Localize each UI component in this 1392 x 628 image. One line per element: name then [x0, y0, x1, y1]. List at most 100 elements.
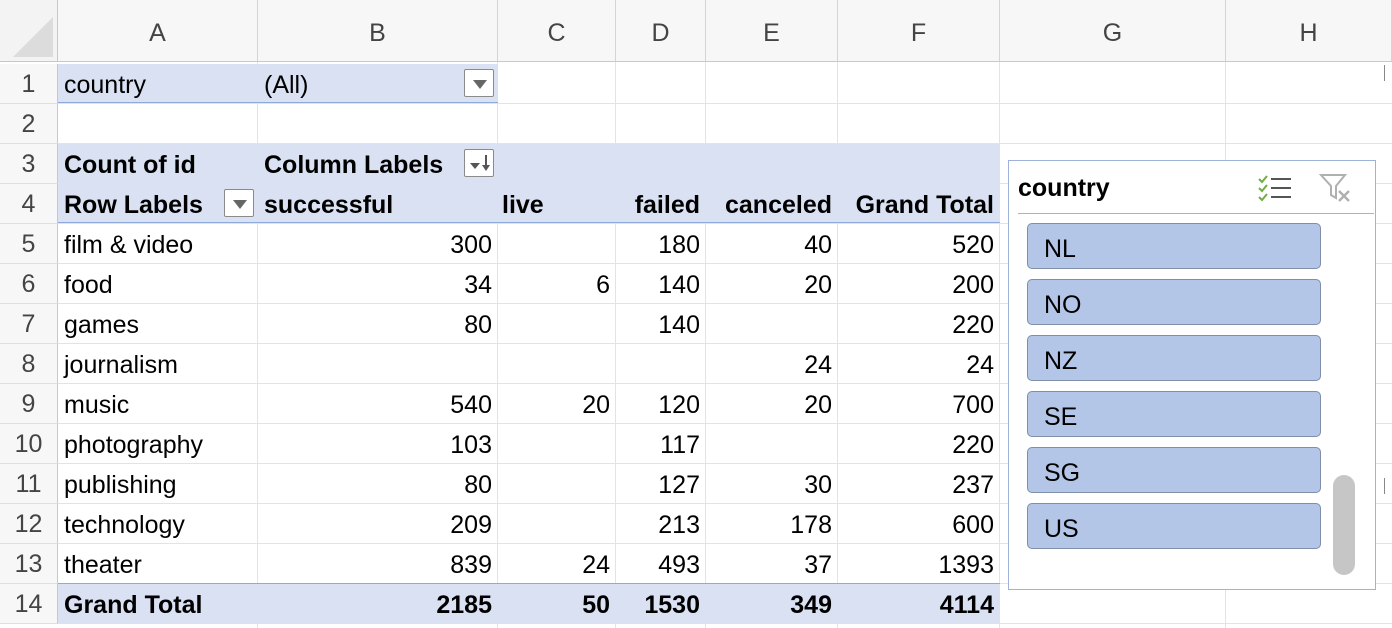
grand-total-live[interactable]: 50 [582, 591, 610, 619]
pivot-value-cell[interactable]: 103 [450, 431, 492, 459]
row-header-3[interactable]: 3 [0, 144, 58, 184]
pivot-row-label[interactable]: games [64, 311, 140, 339]
pivot-value-cell[interactable]: 520 [952, 231, 994, 259]
pivot-row-label[interactable]: photography [64, 431, 204, 459]
select-all-corner[interactable] [0, 0, 58, 62]
slicer-item[interactable]: NL [1027, 223, 1321, 269]
pivot-value-cell[interactable]: 37 [804, 551, 832, 579]
row-header-9[interactable]: 9 [0, 384, 58, 424]
pivot-value-cell[interactable]: 117 [660, 431, 700, 459]
pivot-value-cell[interactable]: 180 [658, 231, 700, 259]
report-filter-value[interactable]: (All) [264, 71, 309, 99]
column-header-b[interactable]: B [258, 0, 498, 62]
pivot-value-cell[interactable]: 20 [804, 391, 832, 419]
pivot-value-cell[interactable]: 120 [658, 391, 700, 419]
pivot-row-label[interactable]: journalism [64, 351, 178, 379]
pivot-value-cell[interactable]: 127 [658, 471, 700, 499]
pivot-value-cell[interactable]: 220 [952, 431, 994, 459]
country-slicer[interactable]: country NL NO NZ SE SG US [1008, 160, 1376, 590]
grand-total-canceled[interactable]: 349 [790, 591, 832, 619]
row-header-2[interactable]: 2 [0, 104, 58, 144]
pivot-value-cell[interactable]: 140 [658, 311, 700, 339]
pivot-row-label[interactable]: music [64, 391, 130, 419]
pivot-value-cell[interactable] [498, 344, 616, 384]
column-header-a[interactable]: A [58, 0, 258, 62]
pivot-value-cell[interactable]: 1393 [938, 551, 994, 579]
pivot-value-cell[interactable]: 209 [450, 511, 492, 539]
row-header-13[interactable]: 13 [0, 544, 58, 584]
row-header-4[interactable]: 4 [0, 184, 58, 224]
pivot-value-cell[interactable] [706, 304, 838, 344]
grand-total-label[interactable]: Grand Total [64, 591, 203, 619]
column-header-g[interactable]: G [1000, 0, 1226, 62]
column-header-grand-total[interactable]: Grand Total [855, 191, 994, 219]
slicer-item[interactable]: NZ [1027, 335, 1321, 381]
pivot-value-cell[interactable]: 30 [804, 471, 832, 499]
pivot-value-cell[interactable]: 178 [790, 511, 832, 539]
row-header-12[interactable]: 12 [0, 504, 58, 544]
pivot-value-cell[interactable]: 24 [804, 351, 832, 379]
pivot-value-cell[interactable]: 24 [966, 351, 994, 379]
pivot-value-cell[interactable]: 220 [952, 311, 994, 339]
column-header-canceled[interactable]: canceled [724, 191, 832, 219]
slicer-item[interactable]: SE [1027, 391, 1321, 437]
pivot-value-cell[interactable]: 200 [952, 271, 994, 299]
row-header-14[interactable]: 14 [0, 584, 58, 624]
pivot-row-label[interactable]: publishing [64, 471, 177, 499]
pivot-row-label[interactable]: technology [64, 511, 185, 539]
grand-total-successful[interactable]: 2185 [436, 591, 492, 619]
pivot-value-cell[interactable]: 213 [658, 511, 700, 539]
pivot-row-labels[interactable]: Row Labels [64, 191, 203, 219]
grand-total-total[interactable]: 4114 [939, 591, 994, 619]
pivot-value-cell[interactable]: 20 [582, 391, 610, 419]
pivot-column-labels[interactable]: Column Labels [264, 151, 444, 179]
pivot-value-cell[interactable] [706, 424, 838, 464]
pivot-value-cell[interactable]: 700 [952, 391, 994, 419]
row-header-10[interactable]: 10 [0, 424, 58, 464]
pivot-value-cell[interactable]: 140 [658, 271, 700, 299]
pivot-value-cell[interactable]: 493 [658, 551, 700, 579]
pivot-value-cell[interactable]: 300 [450, 231, 492, 259]
pivot-value-cell[interactable]: 24 [582, 551, 610, 579]
pivot-value-field[interactable]: Count of id [64, 151, 196, 179]
column-header-live[interactable]: live [502, 191, 544, 219]
row-header-5[interactable]: 5 [0, 224, 58, 264]
pivot-value-cell[interactable]: 80 [464, 471, 492, 499]
slicer-item[interactable]: NO [1027, 279, 1321, 325]
row-header-6[interactable]: 6 [0, 264, 58, 304]
pivot-value-cell[interactable] [498, 224, 616, 264]
pivot-value-cell[interactable]: 20 [804, 271, 832, 299]
pivot-value-cell[interactable] [498, 504, 616, 544]
row-header-1[interactable]: 1 [0, 64, 58, 104]
column-header-failed[interactable]: failed [634, 191, 700, 219]
row-header-11[interactable]: 11 [0, 464, 58, 504]
pivot-row-label[interactable]: film & video [64, 231, 194, 259]
pivot-value-cell[interactable]: 839 [450, 551, 492, 579]
report-filter-dropdown[interactable] [464, 69, 494, 97]
pivot-value-cell[interactable] [498, 424, 616, 464]
slicer-item[interactable]: US [1027, 503, 1321, 549]
pivot-value-cell[interactable] [616, 344, 706, 384]
column-header-d[interactable]: D [616, 0, 706, 62]
pivot-value-cell[interactable] [498, 464, 616, 504]
column-header-successful[interactable]: successful [264, 191, 394, 219]
pivot-value-cell[interactable]: 40 [804, 231, 832, 259]
clear-filter-icon[interactable] [1317, 171, 1357, 205]
row-header-8[interactable]: 8 [0, 344, 58, 384]
row-header-7[interactable]: 7 [0, 304, 58, 344]
pivot-value-cell[interactable] [258, 344, 498, 384]
pivot-value-cell[interactable]: 6 [596, 271, 610, 299]
report-filter-field[interactable]: country [64, 71, 146, 99]
column-labels-filter-button[interactable] [464, 149, 494, 177]
pivot-row-label[interactable]: theater [64, 551, 142, 579]
pivot-value-cell[interactable]: 600 [952, 511, 994, 539]
pivot-value-cell[interactable]: 237 [952, 471, 994, 499]
column-header-h[interactable]: H [1226, 0, 1392, 62]
slicer-item[interactable]: SG [1027, 447, 1321, 493]
row-labels-filter-button[interactable] [224, 189, 254, 217]
column-header-c[interactable]: C [498, 0, 616, 62]
pivot-row-label[interactable]: food [64, 271, 113, 299]
pivot-value-cell[interactable]: 34 [464, 271, 492, 299]
grand-total-failed[interactable]: 1530 [644, 591, 700, 619]
pivot-value-cell[interactable]: 540 [450, 391, 492, 419]
